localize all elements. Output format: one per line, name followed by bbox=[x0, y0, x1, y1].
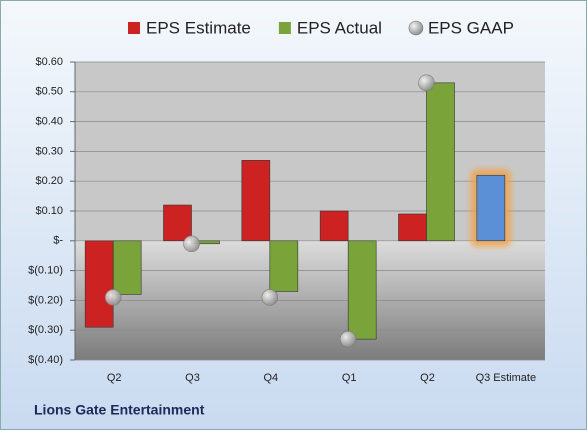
x-tick-label: Q3 Estimate bbox=[476, 372, 537, 384]
x-tick-label: Q3 bbox=[185, 372, 200, 384]
gaap-marker bbox=[418, 74, 435, 92]
bar bbox=[84, 240, 114, 328]
x-tick-label: Q2 bbox=[107, 372, 122, 384]
x-tick-label: Q4 bbox=[263, 372, 278, 384]
bar bbox=[269, 240, 299, 292]
y-tick-label: $(0.20) bbox=[28, 294, 63, 306]
gaap-marker bbox=[261, 289, 279, 306]
y-tick-label: $(0.10) bbox=[28, 265, 63, 277]
bar bbox=[241, 160, 271, 242]
y-tick-label: $- bbox=[53, 235, 63, 247]
bar bbox=[347, 240, 377, 340]
bar bbox=[319, 210, 349, 242]
y-tick-label: $0.50 bbox=[35, 86, 63, 98]
y-tick-label: $(0.40) bbox=[28, 354, 63, 366]
y-tick-label: $0.30 bbox=[35, 145, 63, 157]
gaap-marker bbox=[183, 235, 200, 253]
bar bbox=[426, 82, 455, 242]
chart-title: Lions Gate Entertainment bbox=[34, 402, 205, 418]
gaap-marker bbox=[104, 289, 122, 306]
bar bbox=[398, 213, 427, 242]
legend-label: EPS Estimate bbox=[146, 18, 251, 37]
bar bbox=[112, 240, 142, 295]
y-tick-label: $(0.30) bbox=[28, 324, 63, 336]
bar bbox=[163, 204, 192, 242]
legend-marker bbox=[128, 22, 140, 34]
legend-marker bbox=[408, 20, 424, 36]
y-tick-label: $0.40 bbox=[35, 116, 63, 128]
legend-label: EPS GAAP bbox=[428, 18, 514, 37]
y-tick-label: $0.20 bbox=[35, 175, 63, 187]
gaap-marker bbox=[339, 330, 357, 348]
bar bbox=[476, 174, 506, 242]
x-tick-label: Q2 bbox=[420, 372, 435, 384]
legend-label: EPS Actual bbox=[297, 18, 382, 37]
x-tick-label: Q1 bbox=[342, 372, 357, 384]
legend-marker bbox=[278, 22, 291, 34]
y-tick-label: $0.10 bbox=[35, 205, 63, 217]
y-tick-label: $0.60 bbox=[35, 56, 63, 68]
